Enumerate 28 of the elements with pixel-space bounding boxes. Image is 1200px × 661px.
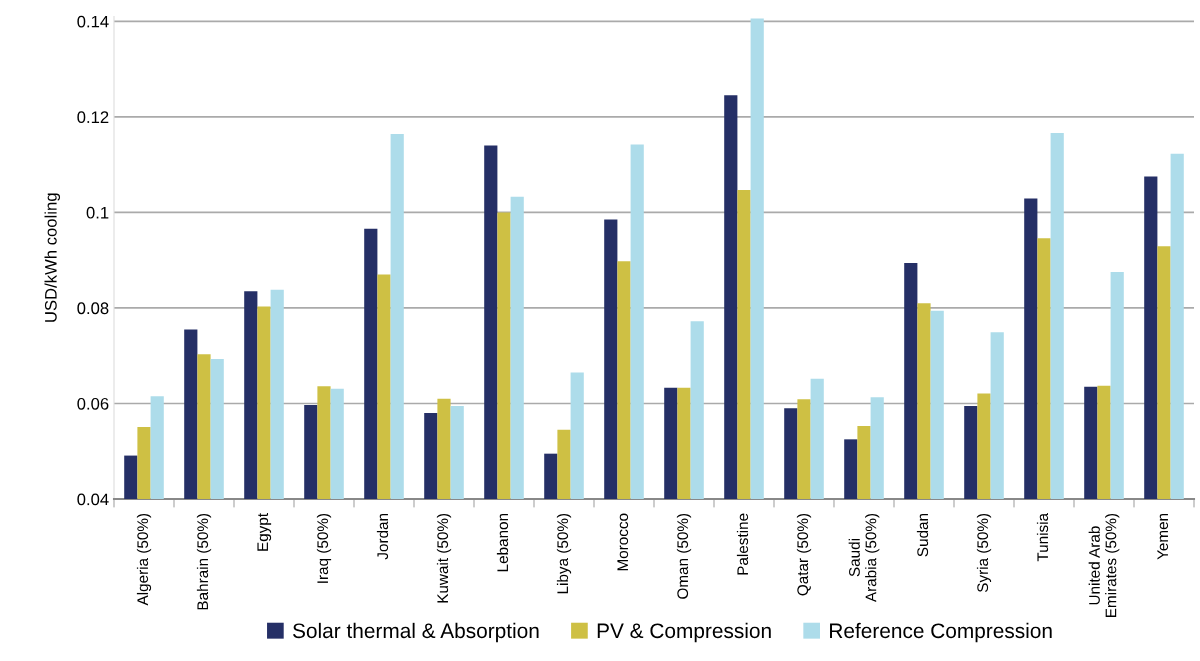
x-tick-label: Kuwait (50%): [436, 513, 452, 603]
y-tick-label: 0.1: [86, 206, 109, 219]
y-tick-label: 0.12: [77, 111, 109, 124]
x-tick-label: Qatar (50%): [796, 513, 812, 596]
y-tick-label: 0.14: [77, 15, 109, 28]
x-tick-label: Bahrain (50%): [196, 513, 212, 610]
x-tick-label: Morocco: [617, 513, 629, 571]
x-tick-label: Egypt: [257, 513, 272, 551]
x-tick-label: Libya (50%): [556, 513, 572, 594]
x-tick-label: Yemen: [1157, 513, 1169, 560]
x-tick-label: Algeria (50%): [136, 513, 152, 606]
legend-label: Solar thermal & Absorption: [292, 622, 539, 643]
x-tick-label: Lebanon: [496, 513, 509, 572]
x-tick-label: United Arab Emirates (50%): [1088, 513, 1120, 617]
legend-label: Reference Compression: [830, 622, 1052, 643]
legend-label: PV & Compression: [597, 622, 771, 643]
x-tick-label: Jordan: [376, 513, 389, 560]
x-tick-label: Tunisia: [1036, 512, 1049, 562]
x-tick-label: Sudan: [916, 513, 929, 557]
y-tick-label: 0.06: [77, 397, 109, 410]
x-tick-label: Iraq (50%): [316, 513, 332, 583]
x-tick-label: Palestine: [736, 513, 749, 575]
y-tick-label: 0.08: [77, 302, 109, 315]
x-tick-label: Oman (50%): [676, 513, 692, 599]
x-tick-label: Syria (50%): [976, 513, 992, 593]
y-tick-label: 0.04: [77, 493, 109, 506]
y-axis-title: USD/kWh cooling: [44, 193, 61, 322]
x-tick-label: Saudi Arabia (50%): [848, 513, 880, 603]
